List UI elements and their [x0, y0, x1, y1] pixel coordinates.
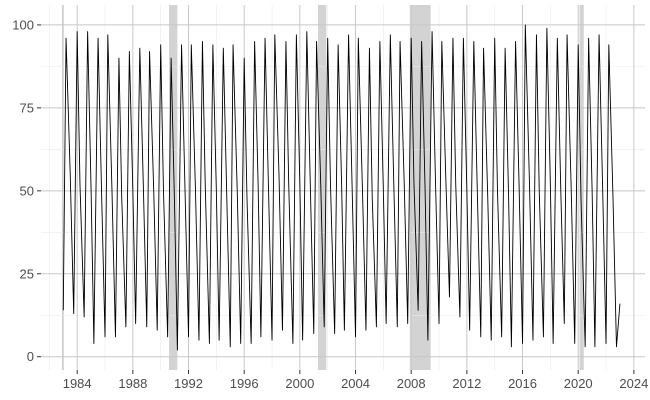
recession-bands — [61, 5, 584, 370]
x-tick-label: 2012 — [452, 376, 481, 391]
y-tick-label: 50 — [20, 183, 34, 198]
x-tick-label: 2016 — [508, 376, 537, 391]
x-tick-label: 2004 — [341, 376, 370, 391]
y-tick-label: 100 — [12, 17, 34, 32]
x-tick-label: 1984 — [63, 376, 92, 391]
y-tick-label: 75 — [20, 100, 34, 115]
x-tick-label: 1992 — [174, 376, 203, 391]
x-tick-label: 2020 — [564, 376, 593, 391]
x-axis: 1984 1988 1992 1996 2000 2004 2008 2012 2016 2020… — [63, 370, 648, 391]
plot-background — [41, 5, 645, 370]
x-tick-label: 1988 — [118, 376, 147, 391]
recession-band — [169, 5, 178, 370]
plot-panel — [41, 5, 645, 370]
y-tick-label: 25 — [20, 266, 34, 281]
recession-band — [409, 5, 431, 370]
x-tick-label: 2000 — [285, 376, 314, 391]
recession-band — [579, 5, 584, 370]
y-tick-label: 0 — [27, 349, 34, 364]
grid-lines — [41, 5, 645, 370]
x-tick-label: 2024 — [619, 376, 648, 391]
x-tick-label: 2008 — [397, 376, 426, 391]
series-line — [62, 24, 621, 351]
series-layer — [62, 24, 621, 351]
recession-band — [317, 5, 327, 370]
y-axis: 0 25 50 75 100 — [12, 17, 41, 364]
recession-band — [61, 5, 64, 370]
x-tick-label: 1996 — [230, 376, 259, 391]
